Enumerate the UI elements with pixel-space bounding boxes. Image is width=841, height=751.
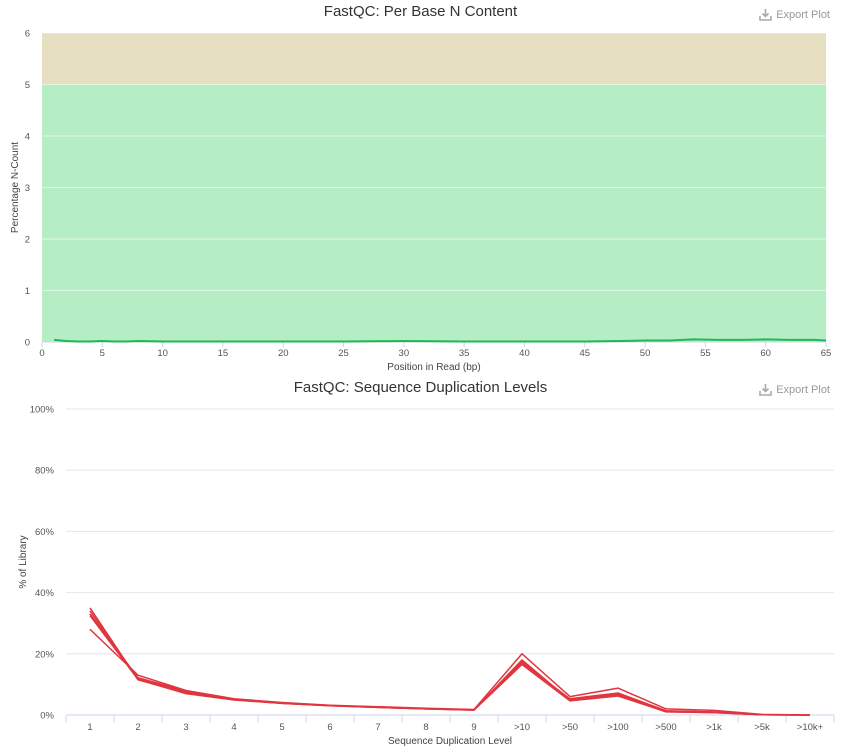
x-tick-label: 20 — [278, 348, 289, 359]
x-tick-label: >10k+ — [797, 722, 824, 733]
series-line-2 — [89, 613, 811, 716]
y-tick-label: 5 — [25, 80, 30, 91]
series-line-1 — [89, 610, 811, 716]
x-tick-label: >1k — [706, 722, 722, 733]
export-plot-label: Export Plot — [776, 9, 830, 21]
x-tick-label: 65 — [821, 348, 832, 359]
x-tick-label: >5k — [754, 722, 770, 733]
duplication-chart: 0% 20% 40% 60% 80% 100% 1 2 3 4 5 6 7 8 9 >10 >50 >100 >50… — [18, 405, 835, 747]
x-tick-label: 40 — [519, 348, 530, 359]
x-tick-label: 9 — [471, 722, 476, 733]
x-tick-label: 45 — [579, 348, 590, 359]
y-tick-label: 1 — [25, 286, 30, 297]
x-axis-title: Position in Read (bp) — [387, 362, 480, 372]
y-tick-label: 3 — [25, 183, 30, 194]
y-tick-label: 4 — [25, 132, 30, 143]
y-tick-label: 40% — [35, 588, 55, 599]
x-axis-title: Sequence Duplication Level — [388, 736, 512, 747]
series-line-0 — [54, 338, 827, 343]
export-plot-button[interactable]: Export Plot — [759, 9, 830, 21]
n-content-chart-panel: 0 1 2 3 4 5 6 0 5 10 15 20 25 30 35 40 45 50 55 60 65 Positio… — [0, 0, 841, 372]
download-icon — [759, 384, 772, 396]
x-tick-label: 0 — [39, 348, 44, 359]
x-tick-label: 4 — [231, 722, 236, 733]
y-tick-label: 0% — [40, 711, 54, 722]
x-tick-label: 15 — [218, 348, 229, 359]
x-tick-label: 3 — [183, 722, 188, 733]
export-plot-button[interactable]: Export Plot — [759, 384, 830, 396]
y-tick-label: 100% — [30, 405, 55, 416]
x-tick-label: 35 — [459, 348, 470, 359]
y-axis-title: Percentage N-Count — [10, 142, 21, 233]
x-tick-label: 25 — [338, 348, 349, 359]
x-tick-label: 30 — [399, 348, 410, 359]
x-tick-label: 60 — [760, 348, 771, 359]
duplication-chart-title: FastQC: Sequence Duplication Levels — [293, 379, 548, 396]
plot-band-0 — [42, 84, 826, 342]
x-tick-label: 7 — [375, 722, 380, 733]
y-tick-label: 2 — [25, 235, 30, 246]
x-tick-label: >100 — [607, 722, 628, 733]
export-plot-label: Export Plot — [776, 384, 830, 396]
x-tick-label: 5 — [100, 348, 105, 359]
y-tick-label: 0 — [25, 338, 30, 349]
x-tick-label: 55 — [700, 348, 711, 359]
n-content-chart-title: FastQC: Per Base N Content — [323, 3, 518, 20]
x-tick-label: 6 — [327, 722, 332, 733]
plot-band-1 — [42, 33, 826, 85]
x-tick-label: 10 — [157, 348, 168, 359]
series-line-0 — [89, 607, 811, 716]
x-tick-label: >10 — [514, 722, 530, 733]
y-tick-label: 20% — [35, 649, 55, 660]
x-tick-label: 8 — [423, 722, 428, 733]
y-axis-title: % of Library — [18, 535, 29, 588]
y-tick-label: 80% — [35, 466, 55, 477]
x-tick-label: 5 — [279, 722, 284, 733]
x-tick-label: >500 — [655, 722, 676, 733]
x-tick-label: 2 — [135, 722, 140, 733]
y-tick-label: 6 — [25, 29, 30, 40]
series-line-3 — [89, 615, 811, 716]
x-tick-label: 50 — [640, 348, 651, 359]
x-tick-label: >50 — [562, 722, 578, 733]
download-icon — [759, 9, 772, 21]
x-tick-label: 1 — [87, 722, 92, 733]
series-line-4 — [89, 628, 811, 716]
y-tick-label: 60% — [35, 527, 55, 538]
duplication-chart-panel: 0% 20% 40% 60% 80% 100% 1 2 3 4 5 6 7 8 9 >10 >50 >100 >50… — [0, 372, 841, 751]
